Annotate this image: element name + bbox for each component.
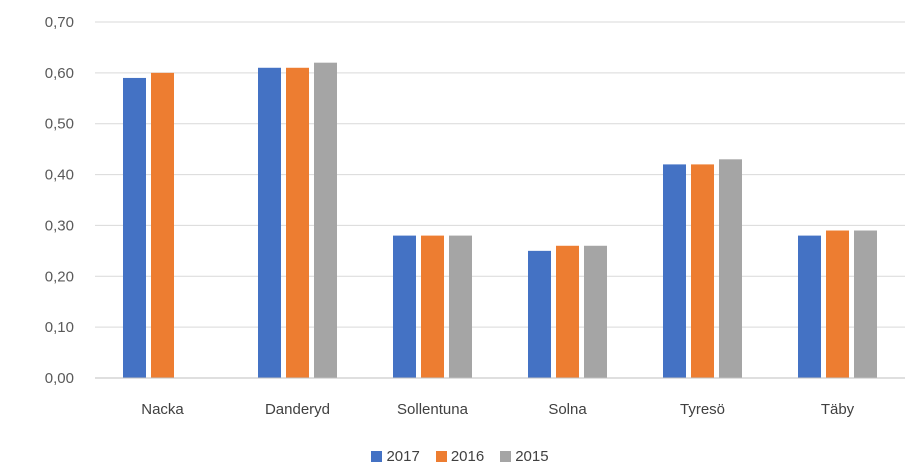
bar [123, 77, 146, 378]
legend-swatch [500, 451, 512, 462]
x-category-label: Sollentuna [397, 401, 469, 418]
bar [421, 235, 444, 378]
bar [663, 164, 686, 378]
x-category-label: Solna [548, 401, 587, 418]
bar [584, 245, 607, 378]
bar [314, 62, 337, 378]
legend-swatch [371, 451, 383, 462]
bar [854, 230, 877, 378]
bar [528, 250, 551, 378]
legend-label: 2015 [515, 448, 549, 465]
y-tick-label: 0,40 [45, 167, 74, 184]
y-tick-label: 0,00 [45, 370, 74, 387]
y-tick-label: 0,30 [45, 217, 74, 234]
legend-item: 2016 [435, 448, 485, 465]
x-category-label: Tyresö [680, 401, 725, 418]
legend: 2017 2016 2015 [0, 448, 920, 465]
y-tick-label: 0,70 [45, 14, 74, 31]
bar [449, 235, 472, 378]
bar [691, 164, 714, 378]
y-tick-label: 0,20 [45, 268, 74, 285]
legend-swatch [435, 451, 447, 462]
gridlines [95, 21, 905, 328]
bar [719, 159, 742, 378]
y-axis-tick-labels: 0,00 0,10 0,20 0,30 0,40 0,50 0,60 0,70 [45, 14, 74, 387]
legend-label: 2016 [450, 448, 485, 465]
x-axis-category-labels: Nacka Danderyd Sollentuna Solna Tyresö Täby [141, 401, 854, 418]
bar [556, 245, 579, 378]
bar [826, 230, 849, 378]
x-category-label: Nacka [141, 401, 184, 418]
bar-chart: 0,00 0,10 0,20 0,30 0,40 0,50 0,60 0,70 Nacka Da… [45, 14, 905, 418]
y-tick-label: 0,10 [45, 319, 74, 336]
y-tick-label: 0,60 [45, 65, 74, 82]
x-category-label: Täby [821, 401, 855, 418]
bar [258, 67, 281, 379]
bars [123, 62, 877, 379]
bar [393, 235, 416, 378]
x-category-label: Danderyd [265, 401, 330, 418]
bar [286, 67, 309, 379]
legend-item: 2015 [500, 448, 549, 465]
bar [798, 235, 821, 378]
bar [151, 72, 174, 378]
legend-label: 2017 [386, 448, 420, 465]
legend-item: 2017 [371, 448, 420, 465]
y-tick-label: 0,50 [45, 116, 74, 133]
